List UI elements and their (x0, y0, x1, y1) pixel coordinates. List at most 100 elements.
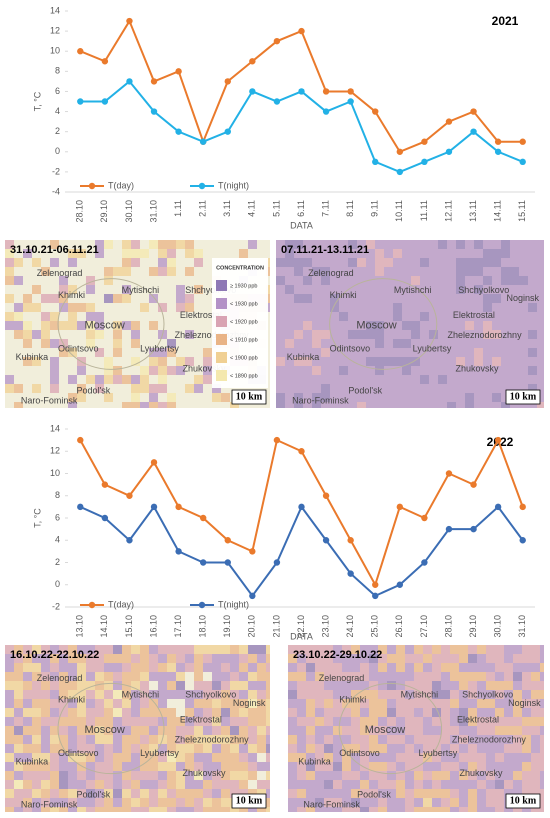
map-cell (41, 321, 50, 330)
map-cell (312, 375, 321, 384)
map-cell (375, 384, 384, 393)
map-cell (59, 285, 68, 294)
map-cell (266, 708, 270, 717)
map-period: 23.10.22-29.10.22 (293, 649, 382, 661)
map-cell (348, 321, 357, 330)
map-cell (501, 357, 510, 366)
map-cell (266, 762, 270, 771)
map-cell (483, 258, 492, 267)
map-cell (230, 735, 239, 744)
map-cell (176, 672, 185, 681)
map-cell (384, 267, 393, 276)
map-cell (158, 384, 167, 393)
map-cell (50, 357, 59, 366)
map-cell (513, 645, 522, 654)
map-cell (68, 249, 77, 258)
map-cell (339, 375, 348, 384)
map-cell (456, 276, 465, 285)
map-cell (528, 294, 537, 303)
map-cell (513, 699, 522, 708)
map-cell (504, 726, 513, 735)
map-cell (158, 402, 167, 408)
map-cell (330, 258, 339, 267)
map-cell (95, 690, 104, 699)
map-cell (333, 762, 342, 771)
map-cell (50, 321, 59, 330)
map-cell (185, 735, 194, 744)
map-cell (402, 312, 411, 321)
map-cell (402, 321, 411, 330)
map-cell (348, 393, 357, 402)
data-point (273, 98, 281, 105)
map-cell (248, 762, 257, 771)
map-cell (140, 672, 149, 681)
map-cell (41, 294, 50, 303)
map-cell (528, 375, 537, 384)
map-cell (411, 303, 420, 312)
map-cell (185, 762, 194, 771)
map-cell (321, 276, 330, 285)
city-label: Khimki (58, 694, 85, 704)
map-cell (423, 663, 432, 672)
map-cell (402, 384, 411, 393)
legend-marker (88, 182, 96, 190)
map-cell (324, 789, 333, 798)
map-cell (393, 267, 402, 276)
map-cell (248, 807, 257, 812)
map-cell (122, 780, 131, 789)
map-cell (68, 690, 77, 699)
series-line (79, 18, 523, 154)
map-cell (276, 321, 285, 330)
map-cell (333, 681, 342, 690)
map-cell (339, 303, 348, 312)
map-cell (540, 798, 544, 807)
map-cell (68, 780, 77, 789)
map-cell (351, 798, 360, 807)
map-cell (50, 717, 59, 726)
map-cell (441, 681, 450, 690)
map-cell (468, 744, 477, 753)
map-cell (122, 294, 131, 303)
map-cell (330, 348, 339, 357)
map-cell (288, 762, 297, 771)
map-cell (447, 339, 456, 348)
map-cell (294, 321, 303, 330)
map-cell (221, 654, 230, 663)
map-cell (176, 726, 185, 735)
map-cell (149, 654, 158, 663)
map-cell (495, 699, 504, 708)
map-cell (77, 663, 86, 672)
map-cell (176, 771, 185, 780)
map-cell (167, 780, 176, 789)
map-cell (468, 726, 477, 735)
map-cell (167, 267, 176, 276)
map-cell (158, 681, 167, 690)
map-cell (387, 762, 396, 771)
map-cell (441, 663, 450, 672)
map-cell (285, 303, 294, 312)
map-cell (537, 357, 544, 366)
city-label: Shchyolkovo (185, 285, 236, 295)
map-cell (59, 762, 68, 771)
map-cell (519, 330, 528, 339)
map-cell (23, 249, 32, 258)
x-tick-label: 23.10 (320, 615, 330, 638)
map-cell (149, 780, 158, 789)
map-cell (104, 717, 113, 726)
map-cell (531, 645, 540, 654)
map-cell (306, 744, 315, 753)
map-cell (77, 708, 86, 717)
map-cell (501, 294, 510, 303)
map-cell (510, 276, 519, 285)
map-cell (32, 681, 41, 690)
map-cell (396, 807, 405, 812)
map-cell (450, 717, 459, 726)
map-cell (122, 267, 131, 276)
map-cell (131, 402, 140, 408)
y-tick-label: 12 (50, 25, 60, 35)
map-cell (248, 699, 257, 708)
map-cell (140, 384, 149, 393)
map-cell (450, 762, 459, 771)
map-cell (203, 366, 212, 375)
map-cell (528, 321, 537, 330)
